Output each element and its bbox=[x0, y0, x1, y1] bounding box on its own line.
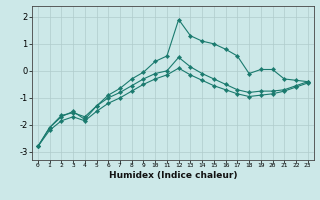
X-axis label: Humidex (Indice chaleur): Humidex (Indice chaleur) bbox=[108, 171, 237, 180]
